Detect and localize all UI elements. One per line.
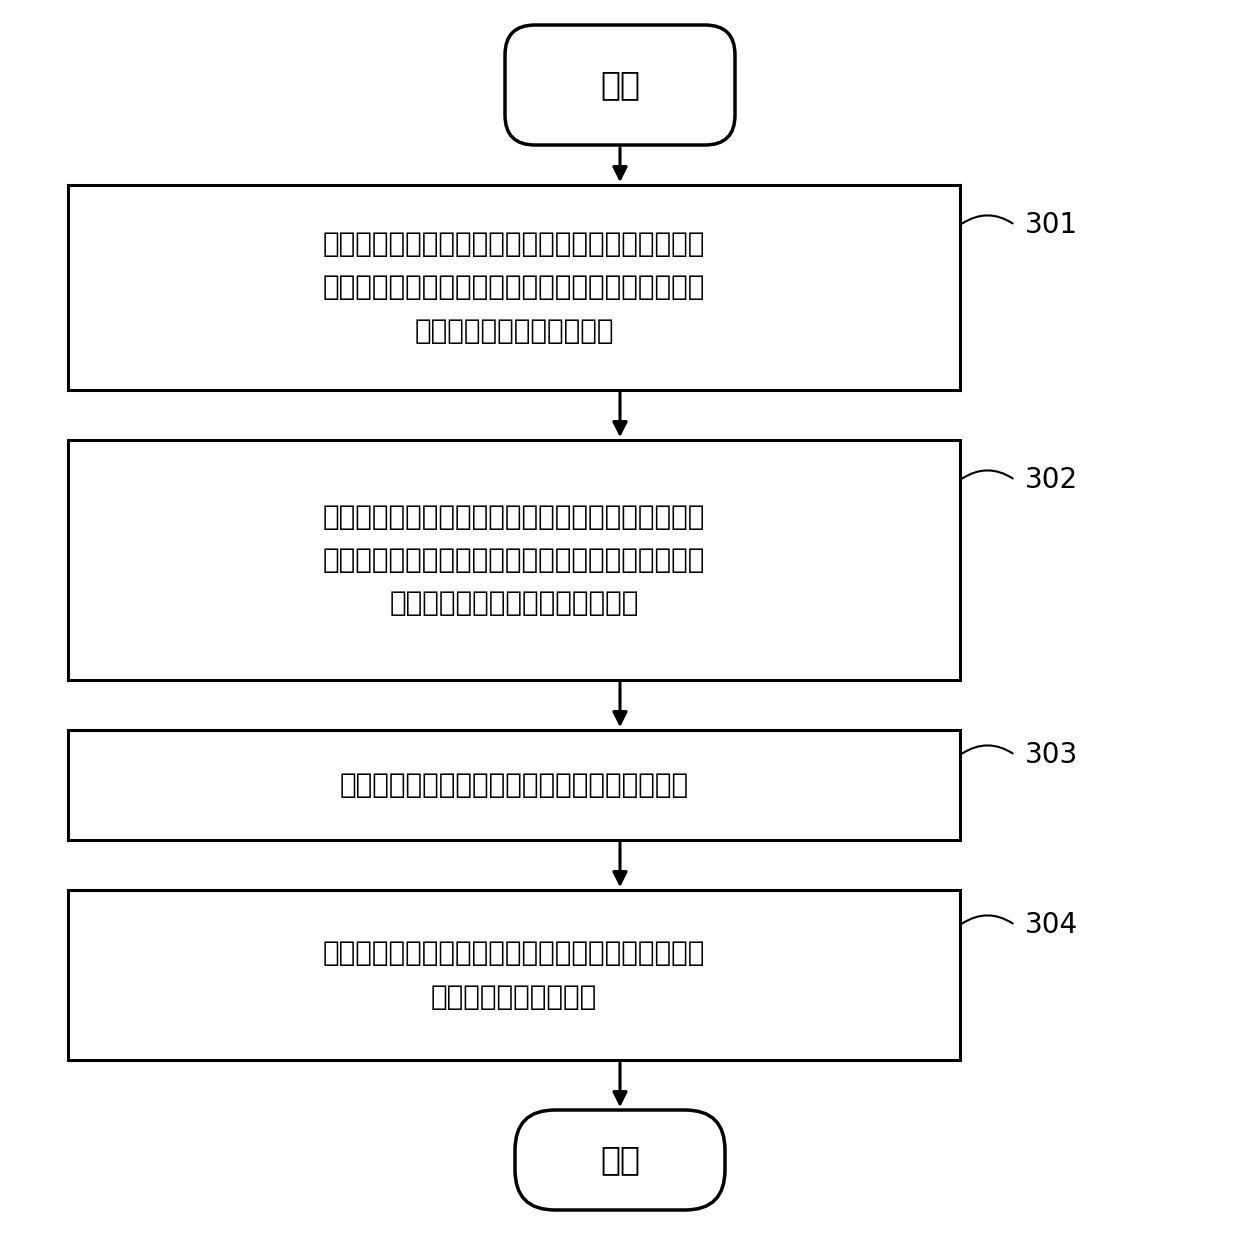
Text: 监测终端向服务器发送连接请求信息，其中，所述连
接请求信息包括所述监测终端的身份信息和请求连接
的目标车载终端的标识信息: 监测终端向服务器发送连接请求信息，其中，所述连 接请求信息包括所述监测终端的身份… — [322, 231, 706, 345]
Bar — [68, 890, 960, 1060]
Text: 结束: 结束 — [600, 1144, 640, 1177]
Text: 301: 301 — [1025, 211, 1078, 239]
Text: 302: 302 — [1025, 466, 1078, 494]
Text: 开始: 开始 — [600, 69, 640, 101]
Text: 304: 304 — [1025, 911, 1078, 938]
FancyBboxPatch shape — [505, 25, 735, 145]
Text: 所述服务器向所述监测终端发送第一指示信息，所述
第一指示信息用于指示所述监测终端的身份信息与所
述目标车载终端的标识信息相匹配: 所述服务器向所述监测终端发送第一指示信息，所述 第一指示信息用于指示所述监测终端… — [322, 502, 706, 618]
Bar — [68, 185, 960, 390]
FancyBboxPatch shape — [515, 1110, 725, 1210]
Text: 303: 303 — [1025, 741, 1079, 769]
Text: 所述目标车载终端向所述监测终端发送与所述监测请
求对应的车辆运行数据: 所述目标车载终端向所述监测终端发送与所述监测请 求对应的车辆运行数据 — [322, 940, 706, 1011]
Text: 所述监测终端向所述目标车载终端发送监测请求: 所述监测终端向所述目标车载终端发送监测请求 — [340, 771, 688, 799]
Bar — [68, 730, 960, 840]
Bar — [68, 440, 960, 680]
